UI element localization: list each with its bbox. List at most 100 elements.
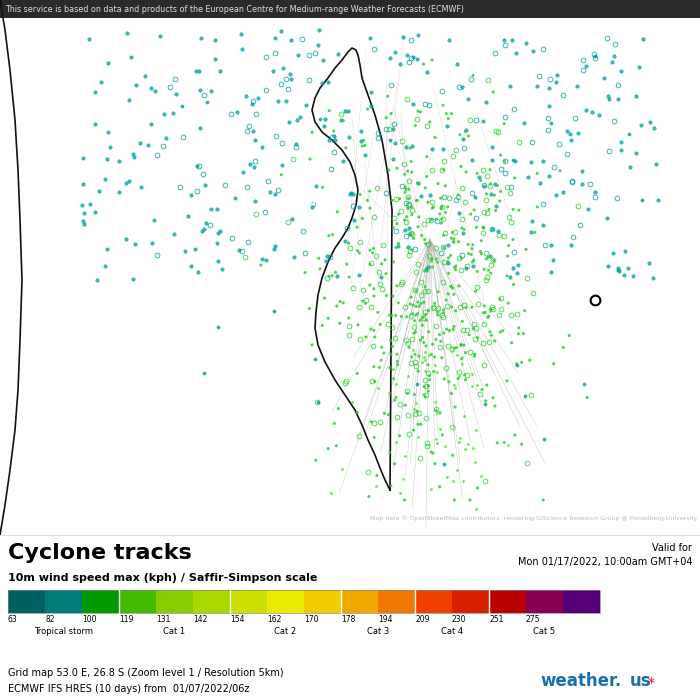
Point (442, 256, 454, 267)
Text: 170: 170 (304, 615, 318, 624)
Point (573, 127, 584, 138)
Point (445, 250, 456, 261)
Point (337, 115, 349, 126)
Point (447, 282, 458, 293)
Point (264, 186, 275, 197)
Point (340, 142, 351, 153)
Point (288, 251, 300, 262)
Point (191, 160, 202, 172)
Point (314, 263, 326, 274)
Point (466, 209, 477, 220)
Point (503, 298, 514, 309)
Point (442, 240, 454, 251)
Point (446, 388, 457, 399)
Point (406, 141, 417, 152)
Point (512, 360, 523, 371)
Point (312, 396, 323, 407)
Point (401, 211, 412, 223)
Point (429, 298, 440, 309)
Text: 194: 194 (378, 615, 393, 624)
Point (409, 315, 420, 326)
Point (422, 359, 433, 370)
Point (388, 256, 399, 267)
Point (124, 176, 135, 187)
Point (618, 270, 629, 281)
Point (334, 318, 345, 329)
Point (354, 270, 365, 281)
Point (128, 274, 139, 285)
Point (300, 99, 312, 110)
Point (447, 345, 458, 356)
Point (143, 140, 154, 151)
Point (286, 34, 297, 46)
Point (443, 376, 454, 387)
Point (438, 304, 449, 316)
Point (516, 439, 527, 450)
Point (411, 301, 422, 312)
Point (399, 225, 410, 236)
Point (378, 347, 389, 358)
Point (545, 118, 557, 129)
Point (386, 108, 397, 119)
Point (384, 388, 395, 399)
Bar (267, 590, 304, 613)
Text: Cat 4: Cat 4 (441, 627, 463, 636)
Point (483, 204, 494, 215)
Point (415, 106, 426, 118)
Point (424, 374, 435, 386)
Point (468, 204, 480, 216)
Point (365, 32, 376, 43)
Point (405, 228, 416, 239)
Point (436, 352, 447, 363)
Point (426, 256, 437, 267)
Point (397, 32, 408, 43)
Point (391, 218, 402, 229)
Point (90, 87, 101, 98)
Point (410, 309, 421, 321)
Point (134, 137, 145, 148)
Point (365, 202, 376, 214)
Point (531, 168, 542, 179)
Point (485, 303, 496, 314)
Point (419, 351, 430, 363)
Point (332, 270, 343, 281)
Point (475, 246, 486, 257)
Point (384, 52, 395, 63)
Point (431, 366, 442, 377)
Point (448, 289, 459, 300)
Point (391, 162, 402, 174)
Point (594, 109, 605, 120)
Point (474, 172, 485, 183)
Bar (378, 590, 415, 613)
Point (103, 127, 114, 138)
Point (317, 182, 328, 193)
Point (190, 66, 202, 77)
Point (365, 101, 377, 112)
Point (485, 178, 496, 190)
Point (497, 325, 508, 336)
Point (482, 312, 493, 323)
Text: Mon 01/17/2022, 10:00am GMT+04: Mon 01/17/2022, 10:00am GMT+04 (517, 557, 692, 567)
Point (388, 153, 399, 164)
Point (323, 105, 335, 116)
Point (471, 222, 482, 233)
Point (399, 450, 410, 461)
Point (402, 49, 413, 60)
Point (422, 197, 433, 208)
Point (428, 366, 440, 377)
Point (447, 449, 458, 461)
Point (486, 155, 498, 166)
Point (421, 263, 432, 274)
Bar (415, 590, 452, 613)
Point (161, 132, 172, 144)
Point (498, 34, 510, 46)
Point (209, 34, 220, 46)
Point (538, 219, 549, 230)
Point (452, 465, 463, 476)
Point (408, 344, 419, 356)
Point (180, 245, 191, 256)
Point (427, 262, 438, 273)
Point (146, 118, 157, 130)
Point (386, 310, 398, 321)
Point (382, 91, 393, 102)
